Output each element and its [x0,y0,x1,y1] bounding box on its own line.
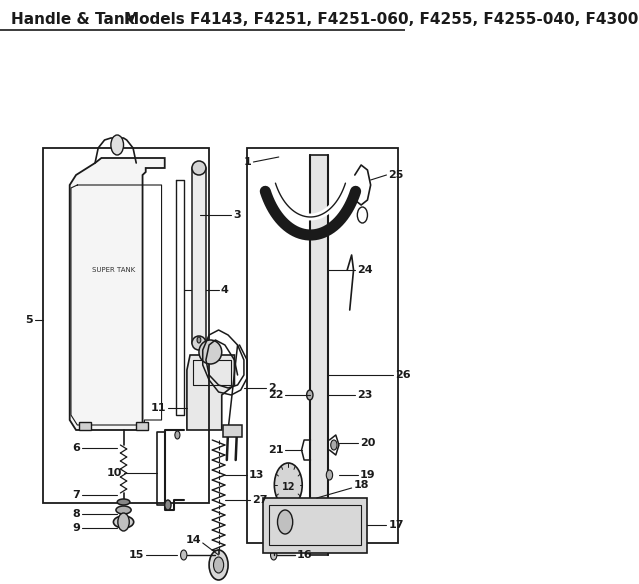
Bar [223,425,242,437]
Ellipse shape [117,499,130,505]
Ellipse shape [192,161,206,175]
Bar [247,148,398,543]
Polygon shape [187,355,235,430]
Text: 21: 21 [268,445,283,455]
Text: 15: 15 [128,550,144,560]
Circle shape [213,557,224,573]
Text: 17: 17 [389,520,404,530]
Bar [311,155,328,555]
Circle shape [331,440,337,450]
Circle shape [165,500,171,510]
Text: 2: 2 [268,383,276,393]
Circle shape [274,463,302,507]
Text: 26: 26 [395,370,410,380]
Text: 8: 8 [73,509,81,519]
Text: 9: 9 [73,523,81,533]
Bar [79,422,91,430]
Bar [136,422,148,430]
Circle shape [181,550,187,560]
Circle shape [270,550,277,560]
Text: Handle & Tank: Handle & Tank [12,12,135,27]
Circle shape [111,135,123,155]
Circle shape [209,550,228,580]
Text: 7: 7 [73,490,81,500]
Text: 25: 25 [389,170,404,180]
Text: 12: 12 [282,482,295,492]
Circle shape [327,470,333,480]
Circle shape [175,431,180,439]
Circle shape [307,390,313,400]
Circle shape [277,510,293,534]
Text: 6: 6 [73,443,81,453]
Ellipse shape [116,506,131,514]
Bar [192,168,206,343]
Ellipse shape [199,340,222,364]
Text: Models F4143, F4251, F4251-060, F4255, F4255-040, F4300, F4323: Models F4143, F4251, F4251-060, F4255, F… [123,12,639,27]
Circle shape [118,513,129,531]
Text: 10: 10 [106,468,121,478]
Text: 18: 18 [353,480,369,490]
Text: 19: 19 [360,470,376,480]
Text: 14: 14 [185,535,201,545]
Ellipse shape [113,516,134,528]
Polygon shape [70,158,165,430]
Bar [269,505,361,545]
Text: SUPER TANK: SUPER TANK [92,267,135,273]
Text: 5: 5 [26,315,33,325]
Circle shape [197,337,201,343]
Text: 23: 23 [357,390,372,400]
Text: 13: 13 [249,470,265,480]
Text: 20: 20 [360,438,375,448]
Text: 24: 24 [357,265,373,275]
Text: 11: 11 [151,403,166,413]
Text: 22: 22 [268,390,283,400]
Bar [263,498,367,553]
Text: 27: 27 [252,495,268,505]
Ellipse shape [192,336,206,350]
Bar [43,148,209,503]
Text: 3: 3 [233,210,241,220]
Text: 1: 1 [243,157,252,167]
Text: 16: 16 [296,550,312,560]
Text: 4: 4 [220,285,228,295]
